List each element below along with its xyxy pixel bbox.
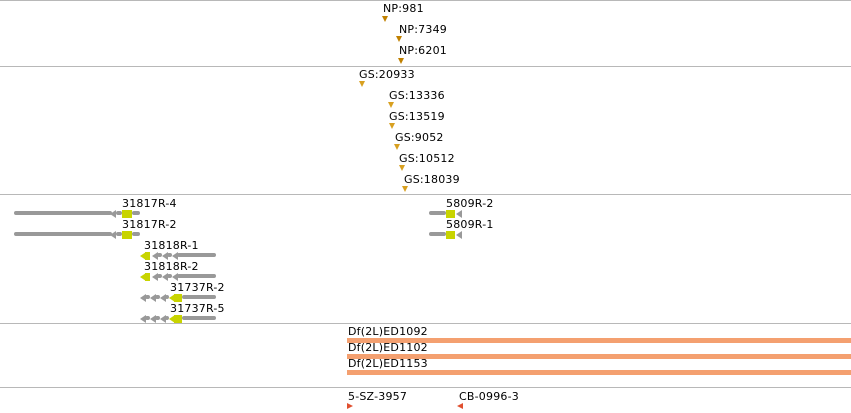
deficiency-bar[interactable] — [347, 370, 851, 375]
feature-label[interactable]: GS:20933 — [359, 68, 415, 81]
gs-feature-marker[interactable] — [359, 81, 365, 87]
gs-feature-marker[interactable] — [389, 123, 395, 129]
np-feature-marker[interactable] — [398, 58, 404, 64]
deficiency-bar[interactable] — [347, 338, 851, 343]
insertion-marker[interactable] — [457, 403, 463, 409]
transcript-label[interactable]: 31817R-4 — [122, 197, 177, 210]
feature-label[interactable]: GS:18039 — [404, 173, 460, 186]
feature-label[interactable]: GS:10512 — [399, 152, 455, 165]
transcript-label[interactable]: 31737R-2 — [170, 281, 225, 294]
transcript-label[interactable]: 5809R-1 — [446, 218, 494, 231]
transcript-label[interactable]: 31817R-2 — [122, 218, 177, 231]
gs-feature-marker[interactable] — [402, 186, 408, 192]
deficiency-label[interactable]: Df(2L)ED1092 — [348, 325, 428, 338]
feature-label[interactable]: GS:9052 — [395, 131, 444, 144]
transcript-model[interactable] — [140, 294, 216, 302]
transcript-label[interactable]: 31737R-5 — [170, 302, 225, 315]
feature-label[interactable]: NP:7349 — [399, 23, 447, 36]
transcript-model[interactable] — [140, 273, 216, 281]
transcript-model[interactable] — [140, 315, 216, 323]
transcript-model[interactable] — [429, 231, 462, 239]
transcript-model[interactable] — [429, 210, 462, 218]
gs-feature-marker[interactable] — [388, 102, 394, 108]
gs-feature-marker[interactable] — [399, 165, 405, 171]
insertion-label[interactable]: CB-0996-3 — [459, 390, 519, 403]
track-separator — [0, 387, 851, 388]
transcript-label[interactable]: 31818R-2 — [144, 260, 199, 273]
insertion-label[interactable]: 5-SZ-3957 — [348, 390, 408, 403]
feature-label[interactable]: GS:13336 — [389, 89, 445, 102]
transcript-model[interactable] — [14, 210, 140, 218]
gs-feature-marker[interactable] — [394, 144, 400, 150]
track-separator — [0, 323, 851, 324]
deficiency-bar[interactable] — [347, 354, 851, 359]
track-separator — [0, 194, 851, 195]
track-separator — [0, 0, 851, 1]
feature-label[interactable]: NP:6201 — [399, 44, 447, 57]
transcript-model[interactable] — [14, 231, 140, 239]
deficiency-label[interactable]: Df(2L)ED1153 — [348, 357, 428, 370]
track-separator — [0, 66, 851, 67]
feature-label[interactable]: GS:13519 — [389, 110, 445, 123]
insertion-marker[interactable] — [347, 403, 353, 409]
np-feature-marker[interactable] — [382, 16, 388, 22]
transcript-label[interactable]: 5809R-2 — [446, 197, 494, 210]
transcript-model[interactable] — [140, 252, 216, 260]
deficiency-label[interactable]: Df(2L)ED1102 — [348, 341, 428, 354]
transcript-label[interactable]: 31818R-1 — [144, 239, 199, 252]
np-feature-marker[interactable] — [396, 36, 402, 42]
feature-label[interactable]: NP:981 — [383, 2, 424, 15]
